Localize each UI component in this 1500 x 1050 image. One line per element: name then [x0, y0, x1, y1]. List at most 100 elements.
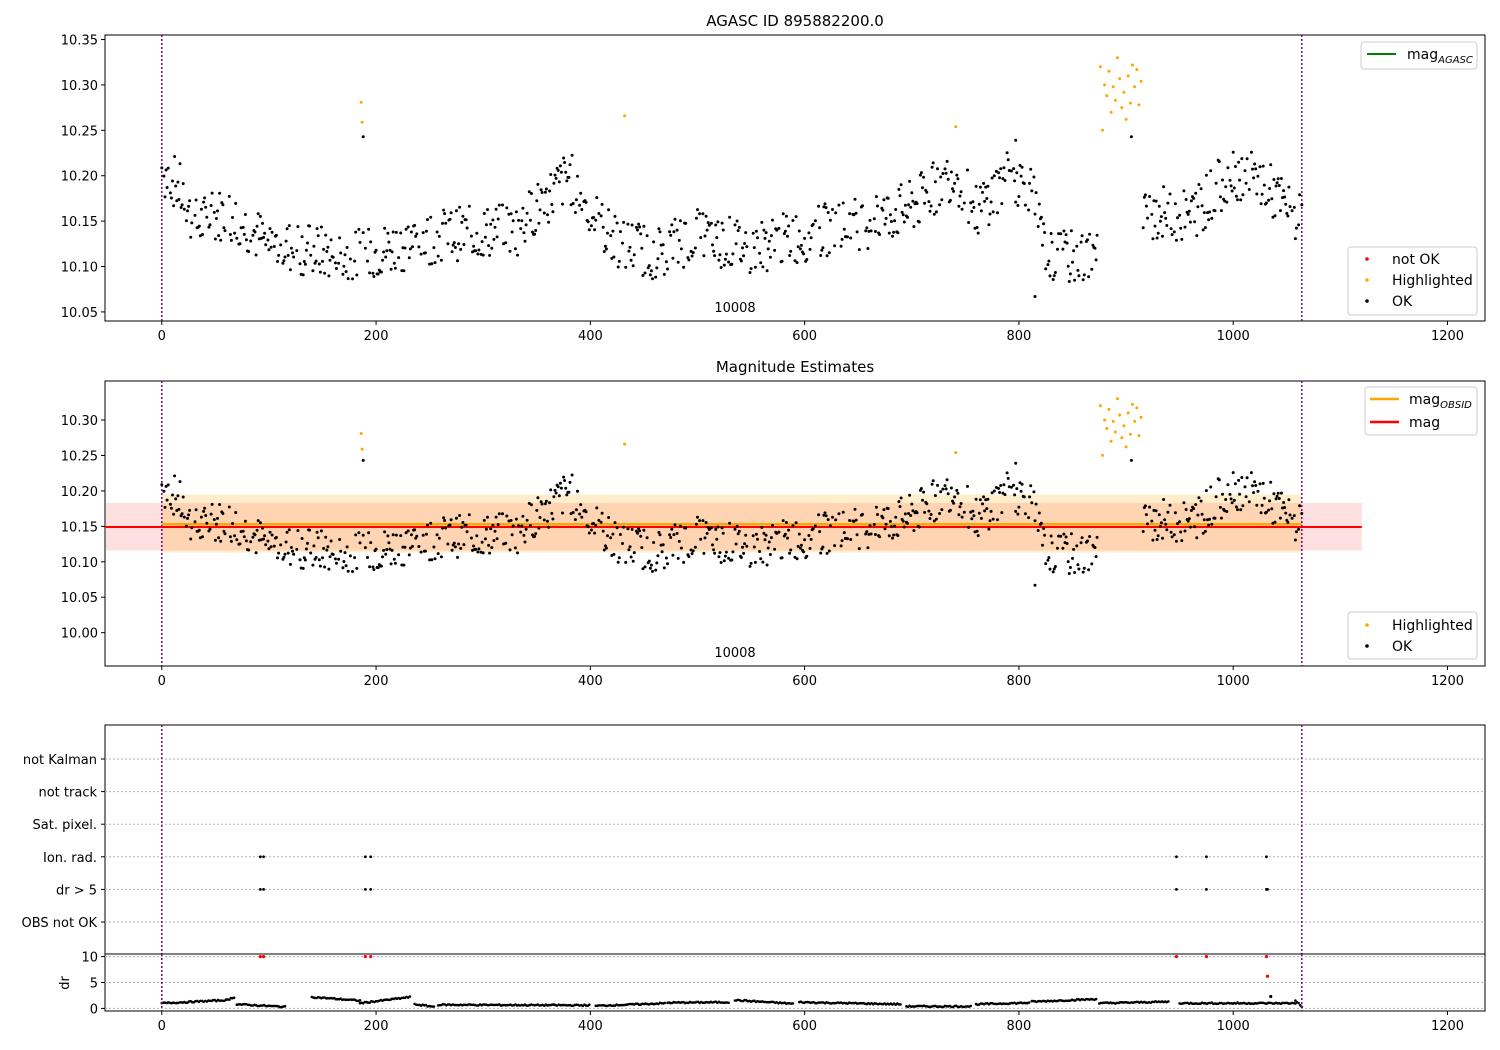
ok-point [949, 170, 953, 174]
highlighted-point [1111, 85, 1115, 89]
ok-point [573, 211, 577, 214]
ok-point [791, 524, 795, 528]
agasc-magnitude-panel: AGASC ID 895882200.0 0 200 400 600 800 1000 12… [61, 12, 1486, 344]
ok-point [1028, 181, 1032, 185]
ok-point [784, 214, 788, 218]
ok-point [298, 262, 302, 266]
ok-point [803, 538, 807, 542]
ok-point [891, 536, 894, 540]
ok-point [767, 239, 771, 243]
ok-point [282, 259, 286, 263]
ok-point [193, 520, 197, 524]
highlighted-point [1116, 56, 1119, 60]
ok-point [766, 247, 770, 251]
ok-point [394, 533, 398, 537]
ok-point [932, 519, 936, 523]
ok-point [603, 244, 607, 248]
ok-point [972, 206, 976, 209]
ok-point [1093, 246, 1097, 250]
ok-point [214, 522, 218, 526]
ok-point [437, 234, 441, 238]
ok-point [651, 569, 654, 573]
ok-point [589, 528, 593, 532]
ok-point [899, 183, 903, 187]
ok-point [439, 555, 443, 559]
ok-point [927, 200, 931, 204]
ok-point [990, 176, 994, 180]
ok-point [1053, 271, 1057, 274]
ok-point [1156, 231, 1160, 235]
ok-point [1196, 513, 1200, 517]
ok-point [669, 536, 673, 539]
ok-point [618, 533, 622, 536]
ok-point [460, 525, 464, 529]
ok-point [1240, 157, 1244, 161]
ok-point [1210, 216, 1214, 220]
ok-point [368, 271, 372, 275]
ok-point [216, 516, 219, 520]
ok-point [982, 495, 986, 499]
ok-point [456, 259, 459, 263]
ok-point [251, 233, 255, 237]
ok-point [403, 246, 407, 250]
ok-point [767, 540, 771, 544]
ok-point [557, 180, 561, 184]
ok-point [1183, 529, 1187, 533]
ok-point [1012, 167, 1016, 171]
ok-point [642, 224, 646, 228]
ok-point [1217, 478, 1221, 482]
dr-point [899, 1003, 902, 1006]
ok-point [752, 545, 756, 549]
ok-point [222, 226, 226, 230]
ok-point [435, 533, 439, 537]
ok-point [205, 521, 209, 525]
ok-point [567, 490, 571, 494]
dr-point [1094, 997, 1098, 1001]
ok-point [1192, 507, 1196, 511]
ok-point [1255, 503, 1259, 507]
flag-point [1205, 888, 1208, 891]
ok-point [1249, 150, 1253, 154]
ok-point [1018, 481, 1022, 485]
x-tick-label: 0 [158, 674, 166, 689]
dr-point [1294, 999, 1297, 1002]
ok-point [255, 224, 259, 228]
highlighted-point [360, 447, 364, 451]
ok-point [711, 243, 714, 247]
ok-point [249, 239, 253, 243]
ok-point [1247, 500, 1251, 504]
ok-point [764, 231, 768, 235]
ok-point [267, 547, 271, 551]
ok-point [630, 223, 634, 227]
ok-point [946, 177, 950, 181]
ok-point [611, 532, 615, 536]
ok-point [781, 212, 785, 216]
ok-point [1297, 527, 1301, 531]
ok-point [943, 484, 947, 488]
ok-point [329, 238, 333, 242]
ok-point [1142, 195, 1146, 199]
ok-point [609, 536, 613, 540]
ok-point [563, 161, 567, 164]
ok-point [781, 519, 785, 523]
ok-point [312, 544, 316, 548]
ok-point [381, 555, 384, 559]
ok-point [495, 537, 499, 541]
ok-point [1047, 556, 1051, 560]
ok-point [1277, 497, 1281, 500]
ok-point [945, 159, 949, 163]
ok-point [609, 234, 613, 238]
ok-point [570, 153, 574, 157]
ok-point [279, 243, 283, 247]
y-tick-label: 10.15 [61, 520, 98, 535]
ok-point [908, 493, 912, 497]
ok-point [348, 257, 352, 261]
ok-point [604, 247, 608, 251]
ok-point [322, 546, 326, 550]
ok-point [628, 545, 632, 549]
ok-point [281, 261, 285, 265]
ok-point [613, 214, 617, 218]
ok-point [878, 535, 882, 539]
ok-point [1274, 497, 1278, 501]
